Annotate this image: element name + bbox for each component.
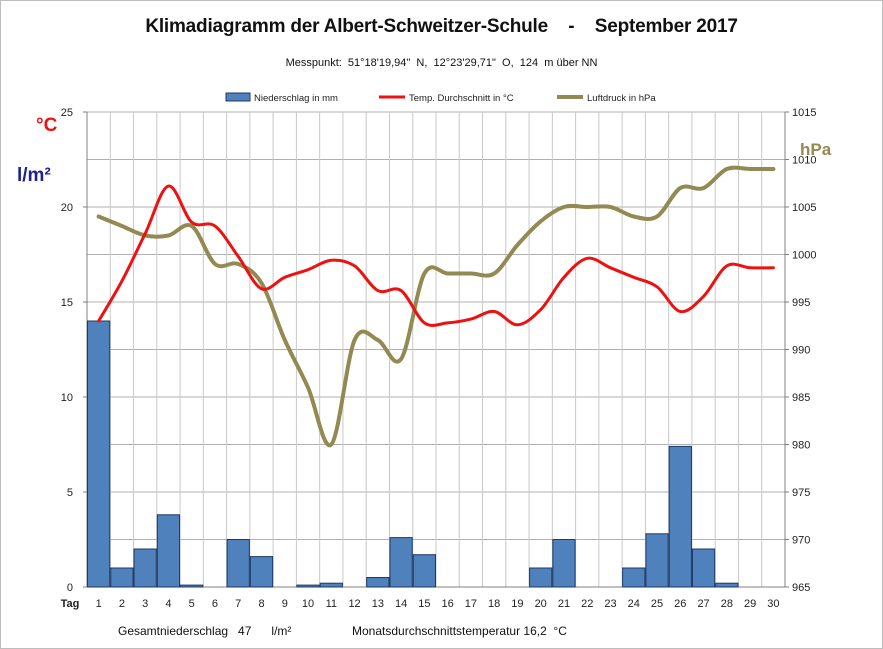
x-axis-tick-label: 9	[282, 598, 288, 610]
temperature-line	[97, 184, 775, 327]
left-axis-tick-label: 15	[61, 297, 73, 309]
x-axis-tick-label: 17	[465, 598, 477, 610]
right-axis-tick-label: 1005	[792, 202, 816, 214]
precipitation-bar	[715, 582, 739, 588]
pressure-unit-label: hPa	[800, 140, 832, 159]
x-axis-tick-label: 12	[348, 598, 360, 610]
x-axis-tick-label: 11	[326, 598, 337, 610]
x-axis-tick-label: 26	[674, 598, 686, 610]
right-axis-tick-label: 1015	[792, 107, 816, 119]
precipitation-bar	[226, 539, 250, 588]
precipitation-bar	[366, 577, 390, 588]
left-axis-tick-label: 10	[61, 392, 73, 404]
x-axis-tick-label: 10	[302, 598, 314, 610]
x-axis-tick-label: 22	[581, 598, 593, 610]
precipitation-bar	[133, 548, 157, 588]
chart-title: Klimadiagramm der Albert-Schweitzer-Schu…	[145, 16, 738, 37]
celsius-unit-label: °C	[36, 115, 58, 136]
legend-precipitation-swatch	[225, 92, 251, 102]
x-axis-tick-label: 8	[258, 598, 264, 610]
precipitation-bar	[645, 533, 669, 588]
legend-temperature-label: Temp. Durchschnitt in °C	[409, 93, 514, 104]
x-axis-tick-label: 15	[418, 598, 430, 610]
precipitation-bar	[87, 320, 111, 588]
precipitation-bar	[296, 584, 320, 588]
right-axis-tick-label: 985	[792, 392, 810, 404]
precipitation-bar	[389, 537, 413, 588]
x-axis-title: Tag	[61, 598, 80, 610]
x-axis-tick-label: 30	[767, 598, 779, 610]
right-axis-tick-label: 980	[792, 440, 810, 452]
x-axis-tick-label: 1	[96, 598, 102, 610]
x-axis-tick-label: 5	[189, 598, 195, 610]
right-axis-tick-label: 1000	[792, 250, 816, 262]
x-axis-tick-label: 20	[535, 598, 547, 610]
legend-precipitation-label: Niederschlag in mm	[254, 93, 338, 104]
precipitation-bar	[668, 445, 692, 588]
right-axis-tick-label: 975	[792, 487, 810, 499]
chart-subtitle: Messpunkt: 51°18'19,94" N, 12°23'29,71" …	[285, 57, 598, 69]
x-axis-tick-label: 4	[165, 598, 171, 610]
right-axis-tick-label: 990	[792, 345, 810, 357]
precipitation-unit-label: l/m²	[17, 165, 51, 186]
x-axis-tick-label: 25	[651, 598, 663, 610]
x-axis-tick-label: 27	[697, 598, 709, 610]
x-axis-tick-label: 16	[442, 598, 454, 610]
precipitation-bar	[249, 556, 274, 588]
x-axis-tick-label: 2	[119, 598, 125, 610]
precipitation-bar	[412, 554, 437, 588]
left-axis-tick-label: 0	[67, 582, 73, 594]
left-axis-tick-label: 25	[61, 107, 73, 119]
right-axis-tick-label: 1010	[792, 155, 816, 167]
x-axis-tick-label: 14	[395, 598, 407, 610]
precipitation-bar	[691, 548, 716, 588]
x-axis-tick-label: 24	[628, 598, 640, 610]
right-axis-tick-label: 995	[792, 297, 810, 309]
x-axis-tick-label: 3	[142, 598, 148, 610]
x-axis-tick-label: 18	[488, 598, 500, 610]
precipitation-bar	[156, 514, 181, 588]
precipitation-bar	[110, 567, 134, 588]
precipitation-bar	[319, 582, 343, 588]
x-axis-tick-label: 7	[235, 598, 241, 610]
x-axis-tick-label: 13	[372, 598, 384, 610]
x-axis-tick-label: 21	[558, 598, 570, 610]
pressure-line	[96, 165, 776, 448]
monthly-average-temperature-text: Monatsdurchschnittstemperatur 16,2 °C	[352, 624, 567, 638]
left-axis-tick-label: 5	[67, 487, 73, 499]
precipitation-bar	[180, 584, 204, 588]
left-axis-tick-label: 20	[61, 202, 73, 214]
right-axis-tick-label: 970	[792, 535, 810, 547]
right-axis-tick-label: 965	[792, 582, 810, 594]
precipitation-bar	[552, 539, 576, 588]
x-axis-tick-label: 6	[212, 598, 218, 610]
x-axis-tick-label: 23	[604, 598, 616, 610]
total-precipitation-text: Gesamtniederschlag 47 l/m²	[118, 624, 292, 638]
legend-pressure-label: Luftdruck in hPa	[587, 93, 656, 104]
x-axis-tick-label: 29	[744, 598, 756, 610]
precipitation-bar	[529, 567, 553, 588]
precipitation-bar	[622, 567, 646, 588]
x-axis-tick-label: 19	[511, 598, 523, 610]
x-axis-tick-label: 28	[721, 598, 733, 610]
